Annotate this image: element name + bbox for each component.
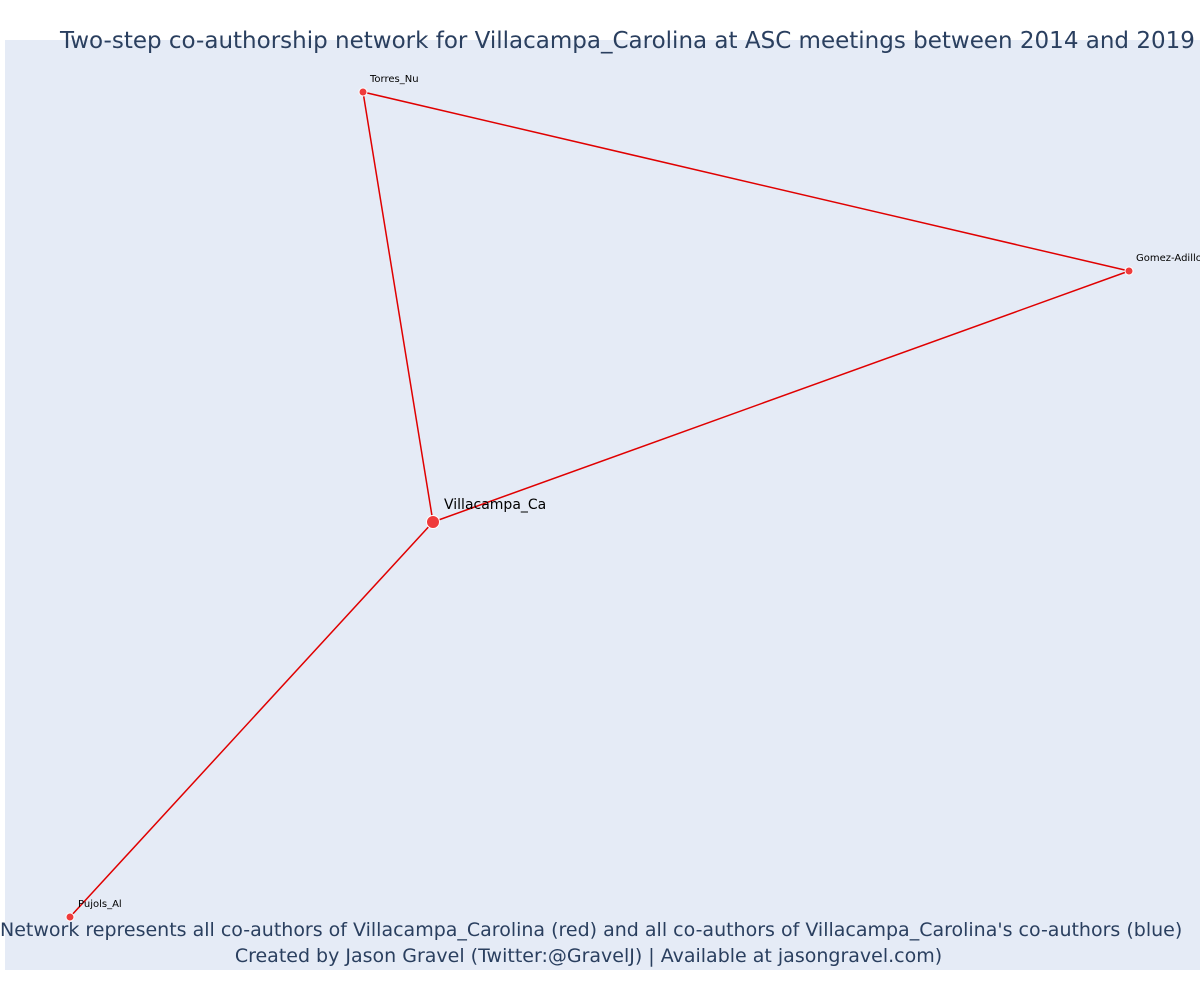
label-layer: Villacampa_Ca Torres_Nu Gomez-Adillo Pujols… [78, 74, 1200, 910]
node-Villacampa_Ca[interactable] [426, 515, 440, 529]
edge-Villacampa_Ca-Pujols_Al [69, 521, 434, 918]
edge-Torres_Nu-Gomez-Adillo [362, 91, 1130, 272]
node-Pujols_Al[interactable] [65, 912, 75, 922]
chart-caption: Network represents all co-authors of Vil… [0, 917, 1183, 969]
node-label-Villacampa_Ca: Villacampa_Ca [444, 497, 546, 513]
edge-Villacampa_Ca-Gomez-Adillo [432, 270, 1130, 523]
node-label-Gomez-Adillo: Gomez-Adillo [1136, 253, 1200, 264]
node-Gomez-Adillo[interactable] [1124, 266, 1134, 276]
node-label-Torres_Nu: Torres_Nu [369, 74, 419, 85]
node-label-Pujols_Al: Pujols_Al [78, 899, 122, 910]
plot-area [5, 40, 1200, 970]
caption-line-description: Network represents all co-authors of Vil… [0, 919, 1183, 941]
edge-layer [69, 91, 1130, 918]
caption-line-credit: Created by Jason Gravel (Twitter:@Gravel… [234, 945, 943, 967]
node-Torres_Nu[interactable] [358, 87, 368, 97]
chart-title: Two-step co-authorship network for Villa… [60, 28, 1195, 54]
node-layer [65, 87, 1134, 922]
edge-Villacampa_Ca-Torres_Nu [362, 91, 434, 523]
